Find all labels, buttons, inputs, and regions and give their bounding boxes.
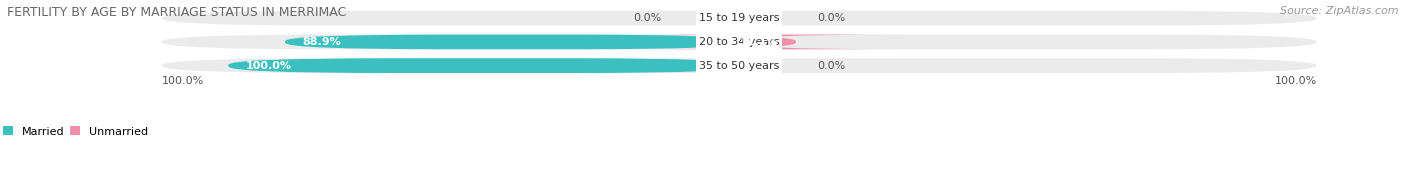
Text: Source: ZipAtlas.com: Source: ZipAtlas.com	[1281, 6, 1399, 16]
Text: 100.0%: 100.0%	[246, 61, 291, 71]
FancyBboxPatch shape	[285, 34, 740, 49]
Text: 35 to 50 years: 35 to 50 years	[699, 61, 779, 71]
Text: 88.9%: 88.9%	[302, 37, 342, 47]
Text: 20 to 34 years: 20 to 34 years	[699, 37, 779, 47]
Text: 100.0%: 100.0%	[162, 76, 204, 86]
Text: FERTILITY BY AGE BY MARRIAGE STATUS IN MERRIMAC: FERTILITY BY AGE BY MARRIAGE STATUS IN M…	[7, 6, 346, 19]
Text: 15 to 19 years: 15 to 19 years	[699, 13, 779, 23]
Text: 0.0%: 0.0%	[633, 13, 661, 23]
Text: 100.0%: 100.0%	[1274, 76, 1316, 86]
Text: 0.0%: 0.0%	[817, 61, 845, 71]
FancyBboxPatch shape	[162, 34, 1316, 49]
Legend: Married, Unmarried: Married, Unmarried	[3, 126, 148, 137]
FancyBboxPatch shape	[228, 58, 740, 73]
Text: 11.1%: 11.1%	[740, 37, 779, 47]
FancyBboxPatch shape	[162, 11, 1316, 25]
Text: 0.0%: 0.0%	[817, 13, 845, 23]
FancyBboxPatch shape	[634, 34, 901, 49]
FancyBboxPatch shape	[162, 58, 1316, 73]
